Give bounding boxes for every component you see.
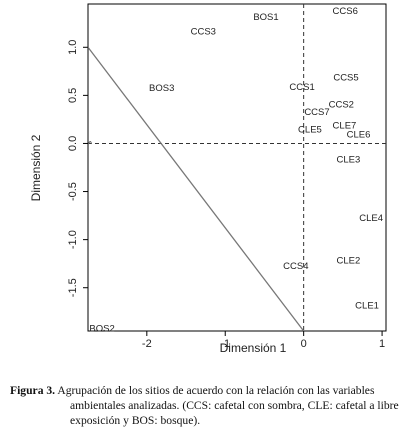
point-label-cle1: CLE1	[355, 301, 379, 312]
y-tick-label: -1.0	[67, 230, 79, 249]
y-tick-label: -1.5	[67, 278, 79, 297]
point-label-cle7: CLE7	[333, 121, 357, 132]
x-tick-label: -2	[142, 338, 152, 350]
point-label-ccs6: CCS6	[333, 6, 358, 17]
point-label-cle6: CLE6	[347, 129, 371, 140]
y-axis-title: Dimensión 2	[29, 134, 43, 201]
point-label-cle3: CLE3	[336, 154, 360, 165]
plot-area-frame	[87, 3, 387, 332]
reference-lines	[88, 4, 386, 331]
x-axis-title: Dimensión 1	[220, 341, 287, 355]
figure-caption: Figura 3. Agrupación de los sitios de ac…	[10, 383, 412, 428]
point-label-ccs7: CCS7	[304, 107, 329, 118]
x-tick-label: 0	[301, 338, 307, 350]
biplot-figure: -2 -1 0 1 -1.5-1.0-0.50.00.51.0 CCS6BOS1CCS…	[29, 3, 387, 355]
point-label-cle4: CLE4	[359, 213, 383, 224]
point-label-cle5: CLE5	[298, 125, 322, 136]
y-tick-label: 1.0	[67, 40, 79, 55]
y-tick-label: -0.5	[67, 182, 79, 201]
axis-origin-tick-mark	[88, 141, 92, 145]
x-tick-labels: -2 -1 0 1	[142, 338, 385, 350]
point-label-cle2: CLE2	[336, 255, 360, 266]
point-label-ccs3: CCS3	[191, 26, 216, 37]
y-tick-labels: -1.5 -1.0 -0.5 0.0 0.5 1.0	[67, 40, 79, 298]
caption-line-2: ambientales analizadas. (CCS: cafetal co…	[70, 399, 399, 412]
caption-line-1: Figura 3. Agrupación de los sitios de ac…	[10, 383, 412, 398]
point-label-bos2: BOS2	[89, 324, 114, 335]
y-tick-label: 0.0	[67, 136, 79, 151]
point-label-ccs5: CCS5	[333, 73, 358, 84]
fitted-line	[87, 46, 305, 332]
point-label-bos3: BOS3	[149, 83, 174, 94]
point-label-ccs1: CCS1	[289, 82, 314, 93]
point-label-bos1: BOS1	[253, 12, 278, 23]
caption-figure-label: Figura 3.	[10, 384, 56, 397]
caption-text-1: Agrupación de los sitios de acuerdo con …	[55, 384, 375, 397]
point-label-ccs2: CCS2	[329, 100, 354, 111]
axis-ticks	[83, 46, 383, 336]
x-tick-label: -1	[220, 338, 230, 350]
caption-line-3: exposición y BOS: bosque).	[70, 414, 201, 427]
point-label-ccs4: CCS4	[283, 261, 308, 272]
fitted-line-path	[87, 46, 305, 332]
y-tick-label: 0.5	[67, 88, 79, 103]
x-tick-label: 1	[379, 338, 385, 350]
